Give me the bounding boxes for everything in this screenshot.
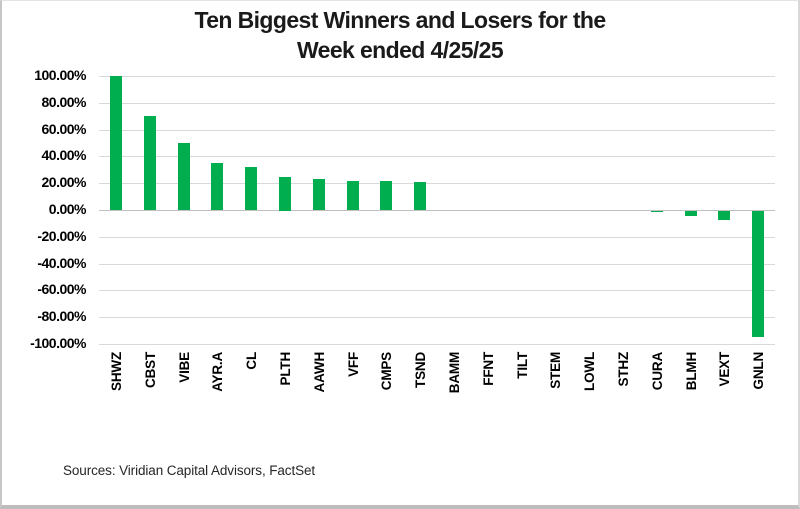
bar-cl: [245, 167, 257, 210]
x-tick-cell: VEXT: [707, 352, 741, 432]
bar-plth: [279, 177, 291, 211]
gridline: [99, 290, 775, 291]
x-tick-label-plth: PLTH: [277, 352, 293, 386]
gridline: [99, 264, 775, 265]
bar-gnln: [752, 211, 764, 337]
y-tick-label: -100.00%: [30, 335, 86, 351]
bar-blmh: [685, 211, 697, 216]
bar-cbst: [144, 116, 156, 210]
y-tick-label: 20.00%: [41, 174, 87, 190]
bar-aawh: [313, 179, 325, 210]
x-tick-label-shwz: SHWZ: [108, 352, 124, 391]
x-tick-cell: STEM: [538, 352, 572, 432]
x-tick-label-cura: CURA: [649, 352, 665, 391]
y-tick-label: 60.00%: [41, 121, 87, 137]
bar-vff: [347, 181, 359, 210]
x-tick-cell: SHWZ: [99, 352, 133, 432]
bar-vext: [718, 211, 730, 220]
x-tick-label-ffnt: FFNT: [480, 352, 496, 386]
x-tick-cell: TSND: [403, 352, 437, 432]
x-tick-label-vibe: VIBE: [176, 352, 192, 383]
x-tick-cell: GNLN: [741, 352, 775, 432]
x-tick-label-tilt: TILT: [514, 352, 530, 379]
y-tick-label: -40.00%: [37, 255, 86, 271]
x-tick-label-cmps: CMPS: [378, 352, 394, 391]
x-tick-label-vff: VFF: [345, 352, 361, 377]
x-tick-label-bamm: BAMM: [446, 352, 462, 394]
zero-gridline: [99, 210, 775, 211]
x-tick-label-ayr-a: AYR.A: [209, 352, 225, 392]
bar-shwz: [110, 76, 122, 210]
gridline: [99, 130, 775, 131]
x-tick-cell: LOWL: [572, 352, 606, 432]
y-tick-label: 0.00%: [48, 201, 87, 217]
x-tick-cell: CURA: [640, 352, 674, 432]
x-tick-cell: PLTH: [268, 352, 302, 432]
bar-cmps: [380, 181, 392, 210]
bar-tsnd: [414, 182, 426, 210]
gridline: [99, 156, 775, 157]
x-tick-cell: STHZ: [606, 352, 640, 432]
x-tick-label-stem: STEM: [547, 352, 563, 389]
gridline: [99, 103, 775, 104]
x-tick-cell: CL: [234, 352, 268, 432]
x-tick-label-lowl: LOWL: [581, 352, 597, 391]
chart-title-line2: Week ended 4/25/25: [296, 37, 504, 63]
gridline: [99, 237, 775, 238]
x-tick-cell: VIBE: [167, 352, 201, 432]
x-tick-label-blmh: BLMH: [683, 352, 699, 391]
x-tick-label-aawh: AAWH: [311, 352, 327, 393]
bar-cura: [651, 211, 663, 212]
x-tick-label-cbst: CBST: [142, 352, 158, 388]
x-tick-cell: FFNT: [471, 352, 505, 432]
y-tick-label: -20.00%: [37, 228, 86, 244]
y-tick-label: 80.00%: [41, 94, 87, 110]
x-tick-cell: TILT: [505, 352, 539, 432]
y-tick-label: 40.00%: [41, 147, 87, 163]
x-tick-cell: BAMM: [437, 352, 471, 432]
gridline: [99, 317, 775, 318]
x-tick-cell: AAWH: [302, 352, 336, 432]
x-tick-label-gnln: GNLN: [750, 352, 766, 390]
x-tick-cell: AYR.A: [200, 352, 234, 432]
x-tick-label-tsnd: TSND: [412, 352, 428, 388]
chart-title: Ten Biggest Winners and Losers for the W…: [2, 5, 798, 65]
gridline: [99, 344, 775, 345]
x-tick-cell: CBST: [133, 352, 167, 432]
source-note: Sources: Viridian Capital Advisors, Fact…: [63, 463, 316, 478]
x-tick-cell: BLMH: [674, 352, 708, 432]
y-tick-label: -80.00%: [37, 308, 86, 324]
x-tick-label-sthz: STHZ: [615, 352, 631, 387]
y-tick-label: -60.00%: [37, 281, 86, 297]
y-tick-label: 100.00%: [34, 67, 86, 83]
bar-vibe: [178, 143, 190, 210]
bar-ayr-a: [211, 163, 223, 210]
x-tick-label-vext: VEXT: [716, 352, 732, 387]
x-tick-cell: CMPS: [369, 352, 403, 432]
gridline: [99, 76, 775, 77]
x-tick-label-cl: CL: [243, 352, 259, 370]
gridline: [99, 183, 775, 184]
x-tick-cell: VFF: [336, 352, 370, 432]
chart-title-line1: Ten Biggest Winners and Losers for the: [194, 7, 606, 33]
